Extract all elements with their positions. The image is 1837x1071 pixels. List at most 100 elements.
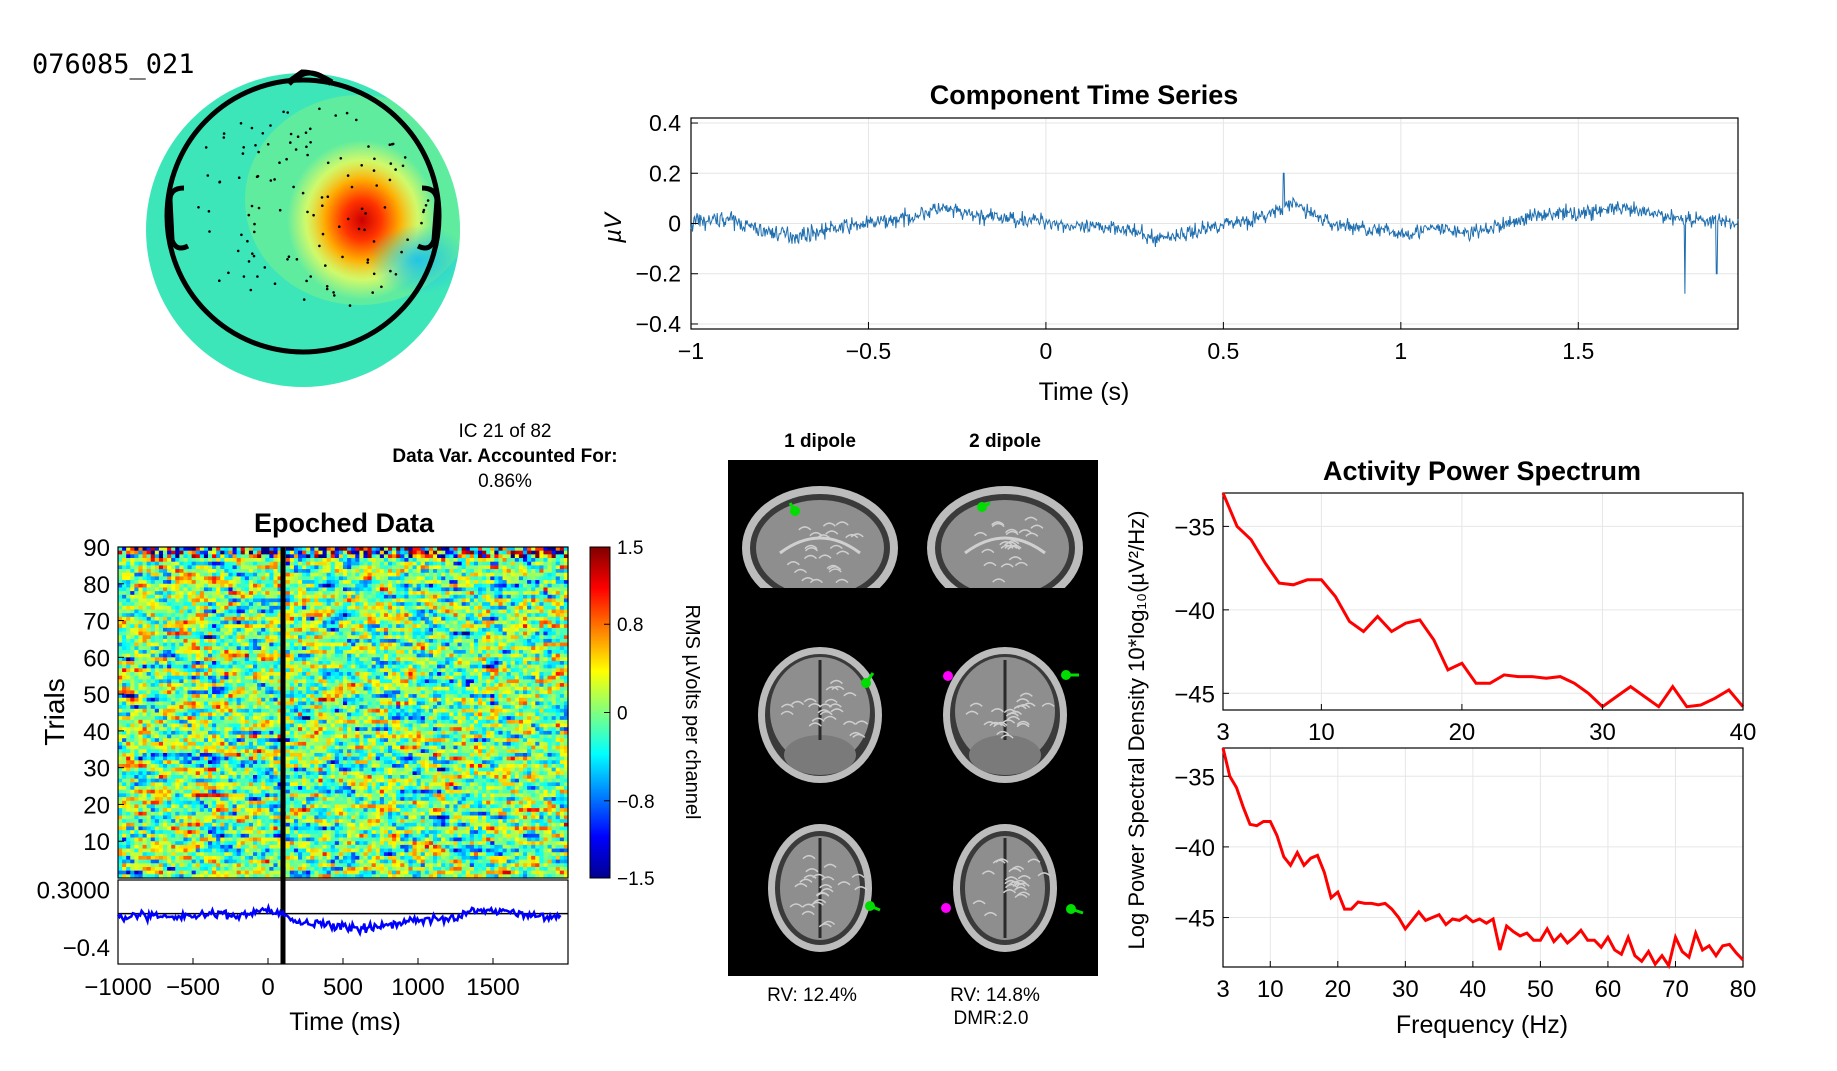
epoch-cell	[212, 613, 217, 618]
epoch-cell	[473, 679, 479, 684]
epoch-cell	[285, 598, 291, 603]
epoch-cell	[257, 613, 262, 618]
epoch-cell	[142, 561, 148, 566]
epoch-cell	[383, 554, 389, 559]
epoch-cell	[531, 672, 536, 677]
epoch-cell	[158, 583, 164, 589]
epoch-cell	[134, 554, 140, 559]
epoch-cell	[146, 598, 152, 603]
epoch-cell	[326, 701, 332, 706]
epoch-cell	[359, 631, 365, 636]
epoch-cell	[498, 672, 504, 677]
epoch-cell	[134, 550, 140, 555]
epoch-cell	[490, 565, 495, 570]
epoch-cell	[195, 591, 201, 596]
epoch-cell	[273, 561, 279, 566]
epoch-cell	[420, 587, 426, 592]
epoch-cell	[482, 683, 487, 688]
epoch-cell	[220, 631, 225, 636]
epoch-cell	[212, 701, 217, 706]
epoch-cell	[302, 635, 307, 640]
epoch-cell	[490, 664, 495, 669]
epoch-cell	[298, 631, 303, 636]
epoch-cell	[253, 672, 258, 677]
epoch-cell	[224, 602, 230, 607]
epoch-cell	[510, 550, 516, 555]
epoch-cell	[248, 631, 254, 636]
epoch-cell	[306, 565, 311, 570]
epoch-cell	[408, 668, 414, 673]
epoch-cell	[420, 657, 426, 662]
epoch-cell	[257, 631, 262, 636]
epoch-cell	[175, 561, 180, 566]
epoch-cell	[220, 664, 225, 669]
epoch-cell	[408, 609, 414, 614]
epoch-cell	[531, 675, 536, 680]
epoch-cell	[310, 642, 315, 647]
epoch-cell	[518, 642, 524, 647]
epoch-cell	[514, 591, 520, 596]
epoch-cell	[302, 547, 307, 552]
epoch-cell	[220, 627, 225, 633]
epoch-cell	[490, 561, 495, 566]
epoch-cell	[232, 653, 238, 658]
epoch-cell	[388, 616, 393, 622]
epoch-cell	[445, 598, 450, 603]
epoch-cell	[171, 653, 176, 658]
epoch-cell	[314, 675, 320, 680]
epoch-cell	[502, 701, 508, 706]
epoch-cell	[518, 565, 524, 570]
epoch-cell	[285, 705, 291, 710]
epoch-cell	[347, 561, 352, 566]
epoch-cell	[383, 675, 389, 680]
epoch-cell	[163, 561, 168, 566]
epoch-cell	[347, 683, 352, 688]
epoch-cell	[343, 694, 348, 699]
epoch-cell	[441, 594, 446, 600]
electrode-dot	[357, 227, 361, 231]
epoch-cell	[130, 572, 135, 578]
epoch-cell	[457, 572, 463, 578]
epoch-cell	[482, 580, 487, 585]
epoch-cell	[118, 554, 123, 559]
epoch-cell	[220, 690, 225, 695]
epoch-cell	[224, 547, 230, 552]
epoch-cell	[363, 627, 369, 633]
epoch-cell	[527, 686, 532, 692]
epoch-cell	[318, 587, 324, 592]
epoch-cell	[224, 609, 230, 614]
epoch-cell	[453, 561, 459, 566]
epoch-cell	[469, 683, 475, 688]
epoch-cell	[527, 572, 532, 578]
epoch-cell	[473, 646, 479, 651]
epoch-cell	[298, 694, 303, 699]
epoch-cell	[171, 686, 176, 692]
epoch-cell	[379, 580, 385, 585]
epoch-cell	[138, 668, 144, 673]
epoch-cell	[314, 583, 320, 589]
epoch-cell	[212, 598, 217, 603]
epoch-cell	[555, 638, 561, 644]
epoch-cell	[355, 572, 360, 578]
epoch-cell	[232, 668, 238, 673]
epoch-cell	[212, 631, 217, 636]
epoch-cell	[326, 694, 332, 699]
epoch-cell	[351, 642, 356, 647]
epoch-cell	[293, 587, 299, 592]
epoch-cell	[199, 642, 205, 647]
epoch-cell	[400, 594, 405, 600]
epoch-cell	[428, 675, 434, 680]
epoch-cell	[130, 591, 135, 596]
epoch-cell	[289, 609, 295, 614]
epoch-cell	[445, 620, 450, 625]
epoch-cell	[269, 624, 275, 629]
epoch-cell	[269, 661, 275, 666]
epoch-cell	[208, 694, 213, 699]
epoch-cell	[146, 649, 152, 655]
epoch-cell	[363, 664, 369, 669]
epoch-cell	[138, 624, 144, 629]
epoch-cell	[351, 686, 356, 692]
epoch-cell	[502, 672, 508, 677]
epoch-cell	[203, 649, 209, 655]
epoch-cell	[416, 591, 422, 596]
